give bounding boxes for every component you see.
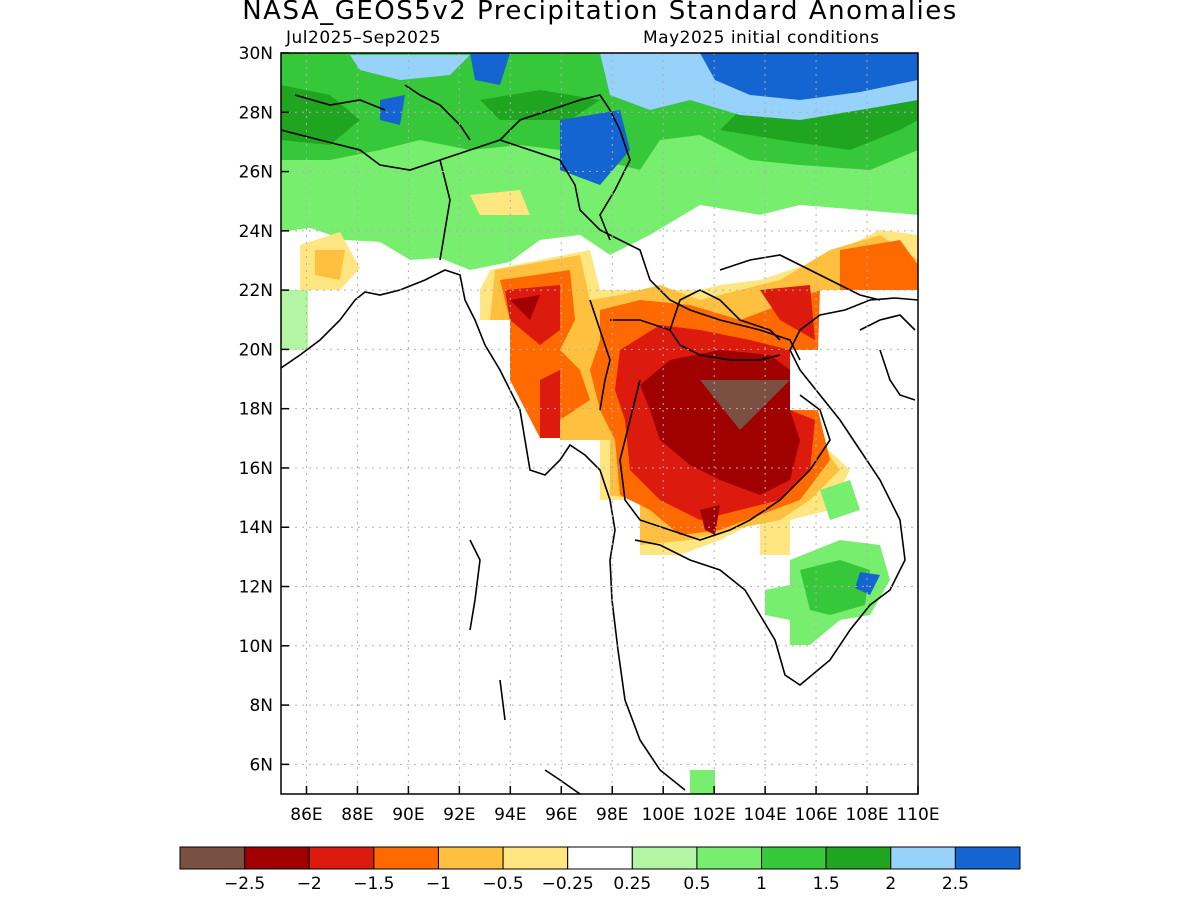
anomaly-field bbox=[281, 53, 918, 794]
colorbar: −2.5 −2 −1.5 −1 −0.5 −0.25 0.25 0.5 1 1.5 2 2.5 bbox=[179, 846, 1021, 894]
forecast-period: Jul2025–Sep2025 bbox=[286, 28, 442, 48]
colorbar-swatch bbox=[567, 846, 633, 870]
colorbar-label: 2.5 bbox=[942, 874, 969, 894]
lat-tick-label: 10N bbox=[239, 637, 273, 657]
anomaly-region-light-green bbox=[281, 290, 308, 350]
anomaly-region-green-darker bbox=[281, 85, 918, 150]
anomaly-region-south-green bbox=[690, 480, 890, 794]
graticule bbox=[281, 53, 918, 794]
lat-tick-label: 28N bbox=[239, 103, 273, 123]
colorbar-swatch bbox=[179, 846, 246, 870]
initial-conditions: May2025 initial conditions bbox=[643, 28, 880, 48]
lat-tick-label: 16N bbox=[239, 459, 273, 479]
colorbar-swatch bbox=[954, 846, 1021, 870]
colorbar-swatch bbox=[761, 846, 827, 870]
colorbar-swatch bbox=[696, 846, 763, 870]
lon-tick-label: 100E bbox=[642, 805, 685, 825]
colorbar-swatch bbox=[890, 846, 956, 870]
lat-tick-label: 26N bbox=[239, 163, 273, 183]
colorbar-swatch bbox=[502, 846, 569, 870]
map-frame bbox=[280, 52, 919, 795]
colorbar-label: −2.5 bbox=[224, 874, 265, 894]
colorbar-label: 1 bbox=[756, 874, 767, 894]
lon-tick-label: 96E bbox=[545, 805, 577, 825]
colorbar-swatch bbox=[825, 846, 892, 870]
colorbar-label: 0.25 bbox=[613, 874, 651, 894]
colorbar-label: −1 bbox=[426, 874, 451, 894]
colorbar-swatch bbox=[437, 846, 504, 870]
lat-tick-label: 24N bbox=[239, 222, 273, 242]
colorbar-swatch bbox=[308, 846, 375, 870]
lon-tick-label: 88E bbox=[341, 805, 373, 825]
colorbar-label: 1.5 bbox=[813, 874, 840, 894]
colorbar-swatch bbox=[244, 846, 310, 870]
lat-tick-label: 14N bbox=[239, 518, 273, 538]
lat-tick-label: 6N bbox=[249, 755, 273, 775]
lat-tick-label: 22N bbox=[239, 281, 273, 301]
lon-tick-label: 102E bbox=[693, 805, 736, 825]
colorbar-label: −2 bbox=[297, 874, 322, 894]
anomaly-region-extremely-dry bbox=[510, 295, 800, 535]
lat-tick-label: 18N bbox=[239, 400, 273, 420]
lon-tick-label: 98E bbox=[596, 805, 628, 825]
axis-ticks: 86E 88E 90E 92E 94E 96E 98E 100E 102E 104E 106E 108… bbox=[239, 44, 940, 825]
lat-tick-label: 30N bbox=[239, 44, 273, 64]
colorbar-label: −0.25 bbox=[542, 874, 594, 894]
anomaly-region-exceptionally-dry bbox=[700, 380, 790, 430]
colorbar-label: −0.5 bbox=[482, 874, 523, 894]
lon-tick-label: 110E bbox=[896, 805, 939, 825]
anomaly-region-south-green-dark bbox=[800, 560, 870, 615]
chart-title: NASA_GEOS5v2 Precipitation Standard Anom… bbox=[242, 0, 958, 26]
lon-tick-label: 108E bbox=[845, 805, 888, 825]
colorbar-swatch bbox=[373, 846, 439, 870]
lat-tick-label: 12N bbox=[239, 578, 273, 598]
lon-tick-label: 104E bbox=[744, 805, 787, 825]
lat-tick-label: 8N bbox=[249, 696, 273, 716]
colorbar-label: 2 bbox=[885, 874, 896, 894]
lat-tick-label: 20N bbox=[239, 340, 273, 360]
anomaly-region-very-wet bbox=[380, 53, 918, 185]
lon-tick-label: 90E bbox=[392, 805, 424, 825]
colorbar-swatch bbox=[631, 846, 698, 870]
lon-tick-label: 106E bbox=[794, 805, 837, 825]
lon-tick-label: 92E bbox=[443, 805, 475, 825]
anomaly-region-south-wet bbox=[855, 572, 880, 595]
colorbar-label: 0.5 bbox=[683, 874, 710, 894]
lon-tick-label: 94E bbox=[494, 805, 526, 825]
lon-tick-label: 86E bbox=[290, 805, 322, 825]
colorbar-label: −1.5 bbox=[353, 874, 394, 894]
